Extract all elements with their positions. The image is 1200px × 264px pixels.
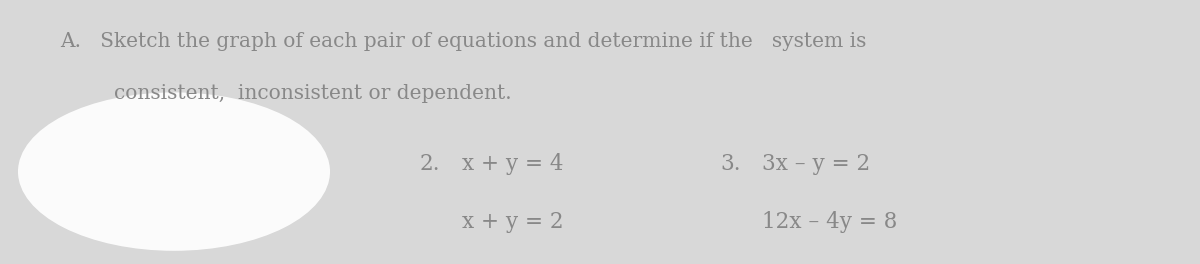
Text: 3x – y = 2: 3x – y = 2 [762,153,870,175]
Text: 2.: 2. [420,153,440,175]
Text: x + y = 4: x + y = 4 [462,153,564,175]
Ellipse shape [18,92,330,251]
Text: 12x – 4y = 8: 12x – 4y = 8 [762,211,898,233]
Text: x + y = 2: x + y = 2 [462,211,564,233]
Text: consistent,  inconsistent or dependent.: consistent, inconsistent or dependent. [114,84,511,103]
Text: 3.: 3. [720,153,740,175]
Text: A.   Sketch the graph of each pair of equations and determine if the   system is: A. Sketch the graph of each pair of equa… [60,32,866,51]
